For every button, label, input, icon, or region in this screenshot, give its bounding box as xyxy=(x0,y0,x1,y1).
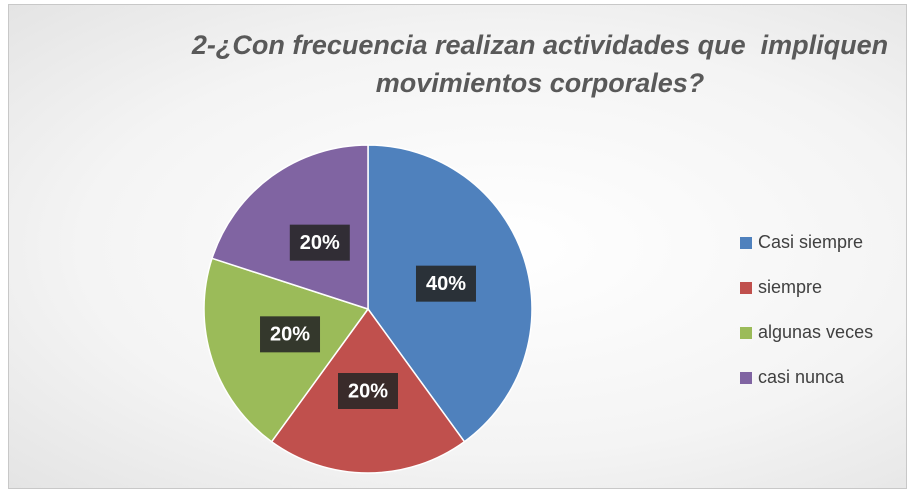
data-label-box xyxy=(289,224,350,261)
legend-swatch xyxy=(740,327,752,339)
data-label: 20% xyxy=(300,232,340,254)
legend-label: casi nunca xyxy=(758,367,845,387)
legend-label: siempre xyxy=(758,277,822,297)
legend-swatch xyxy=(740,282,752,294)
data-label: 20% xyxy=(270,324,310,346)
legend-label: algunas veces xyxy=(758,322,873,342)
chart-title: 2-¿Con frecuencia realizan actividades q… xyxy=(191,30,896,98)
legend-swatch xyxy=(740,372,752,384)
legend-label: Casi siempre xyxy=(758,232,863,252)
data-label-box xyxy=(338,373,398,409)
data-label-box xyxy=(415,265,476,302)
legend-swatch xyxy=(740,237,752,249)
data-label: 40% xyxy=(426,273,466,295)
data-label: 20% xyxy=(348,380,388,402)
data-label-box xyxy=(260,316,321,353)
